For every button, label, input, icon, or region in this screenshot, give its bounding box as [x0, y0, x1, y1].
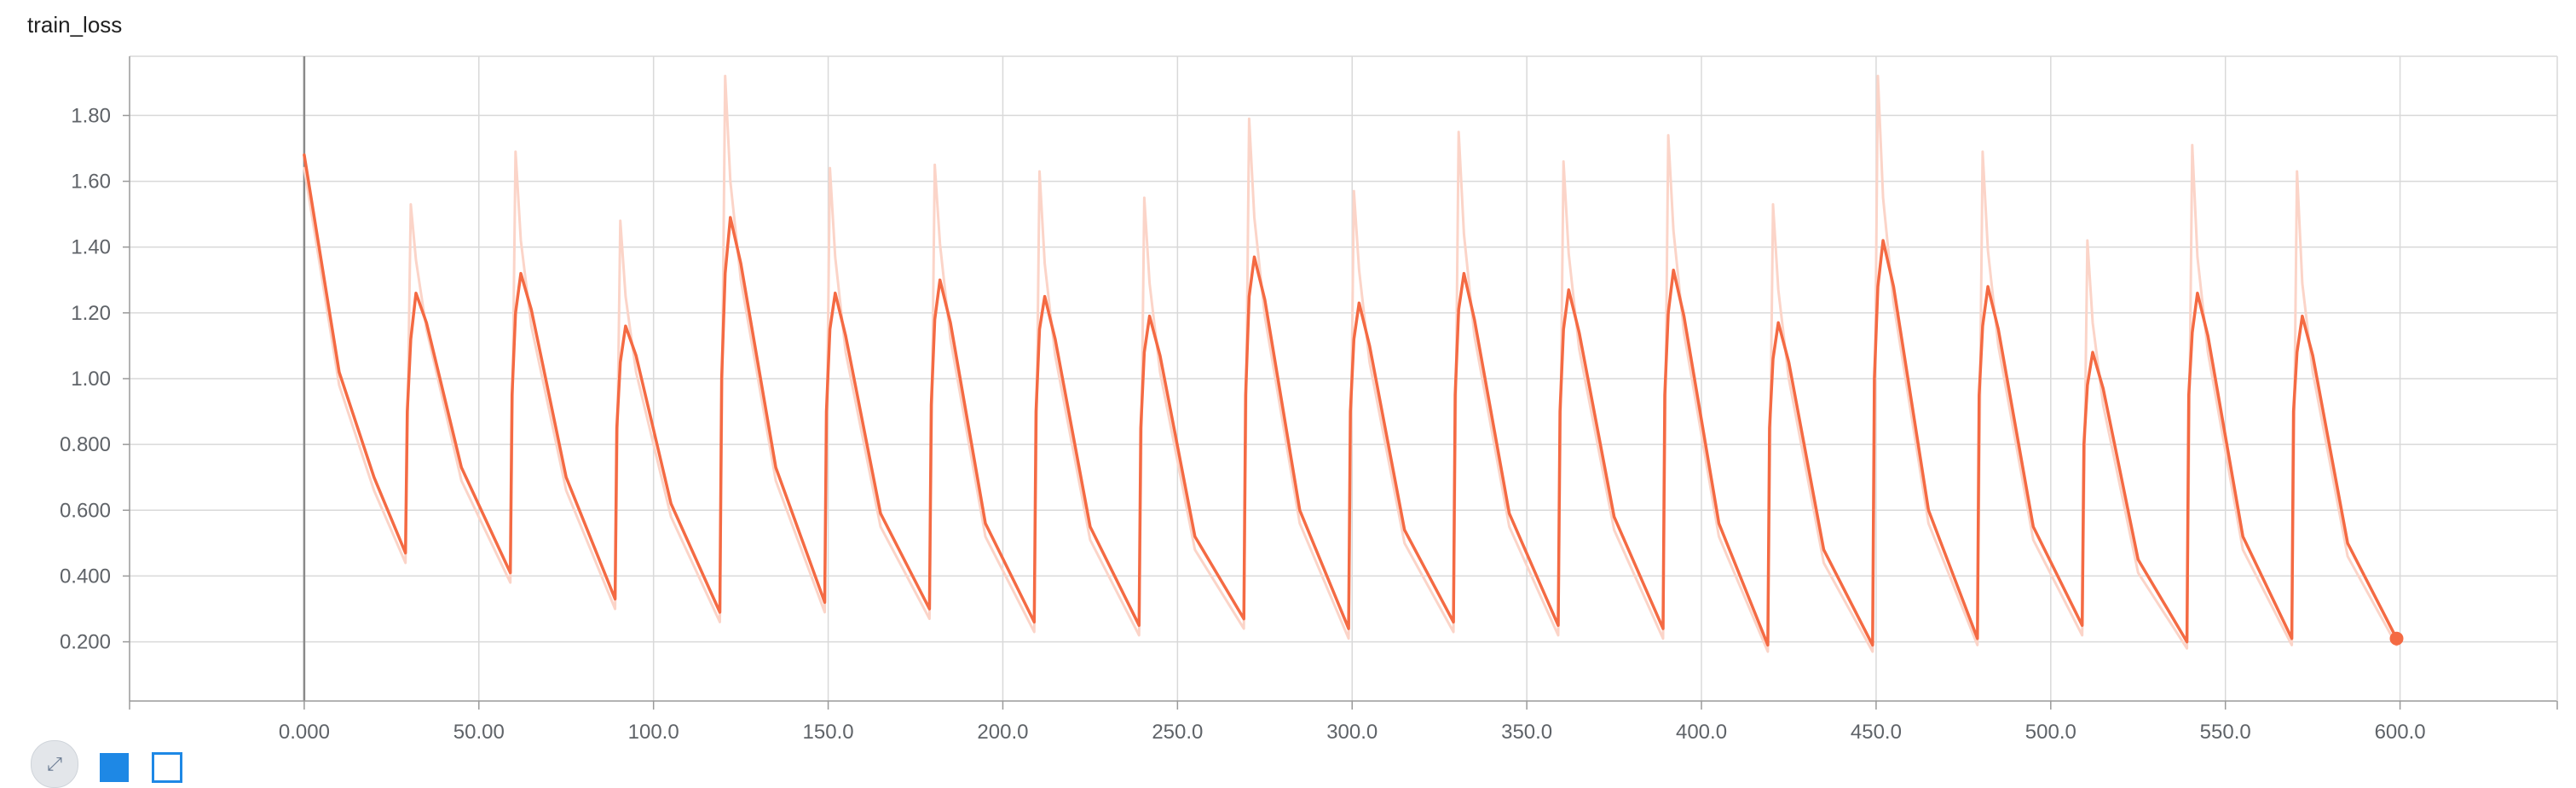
y-tick-label: 0.400: [60, 565, 111, 588]
log-scale-button[interactable]: [97, 750, 131, 785]
smoothed-loss-line: [303, 153, 2399, 647]
x-tick-label: 150.0: [803, 721, 854, 744]
y-tick-label: 0.200: [60, 631, 111, 654]
end-point-marker: [2389, 631, 2404, 646]
y-tick-label: 1.20: [71, 302, 111, 325]
x-tick-label: 200.0: [977, 721, 1028, 744]
x-tick-labels: 0.000 50.00 100.0 150.0 200.0 250.0 300.0 350.0…: [279, 721, 2426, 744]
fit-domain-icon: [152, 752, 182, 783]
x-tick-label: 300.0: [1326, 721, 1378, 744]
x-tick-label: 500.0: [2025, 721, 2076, 744]
y-tick-label: 0.600: [60, 499, 111, 522]
x-tick-label: 50.00: [453, 721, 505, 744]
chart-title: train_loss: [27, 12, 123, 38]
y-tick-label: 1.80: [71, 104, 111, 127]
x-tick-label: 400.0: [1676, 721, 1727, 744]
log-scale-icon: [100, 753, 129, 782]
train-loss-chart[interactable]: 0.200 0.400 0.600 0.800 1.00 1.20 1.40 1.60 1.80…: [0, 0, 2576, 757]
expand-button[interactable]: ⤢: [31, 740, 78, 788]
series-lines: [303, 74, 2404, 653]
x-tick-label: 100.0: [628, 721, 679, 744]
y-tick-label: 1.00: [71, 368, 111, 391]
y-tick-label: 1.40: [71, 236, 111, 259]
chart-toolbar: ⤢: [31, 740, 184, 788]
fit-domain-button[interactable]: [150, 750, 184, 785]
x-tick-label: 350.0: [1501, 721, 1552, 744]
x-tick-label: 0.000: [279, 721, 330, 744]
y-gridlines: [123, 55, 2557, 643]
raw-loss-line: [303, 74, 2398, 653]
axes: [129, 56, 2558, 702]
x-tick-label: 250.0: [1152, 721, 1203, 744]
x-tick-label: 550.0: [2200, 721, 2251, 744]
x-tick-label: 600.0: [2375, 721, 2426, 744]
y-tick-label: 1.60: [71, 171, 111, 194]
x-tick-label: 450.0: [1851, 721, 1902, 744]
y-tick-labels: 0.200 0.400 0.600 0.800 1.00 1.20 1.40 1.60 1.80: [60, 104, 111, 653]
x-gridlines: [129, 56, 2558, 710]
y-tick-label: 0.800: [60, 433, 111, 456]
expand-icon: ⤢: [47, 753, 62, 774]
